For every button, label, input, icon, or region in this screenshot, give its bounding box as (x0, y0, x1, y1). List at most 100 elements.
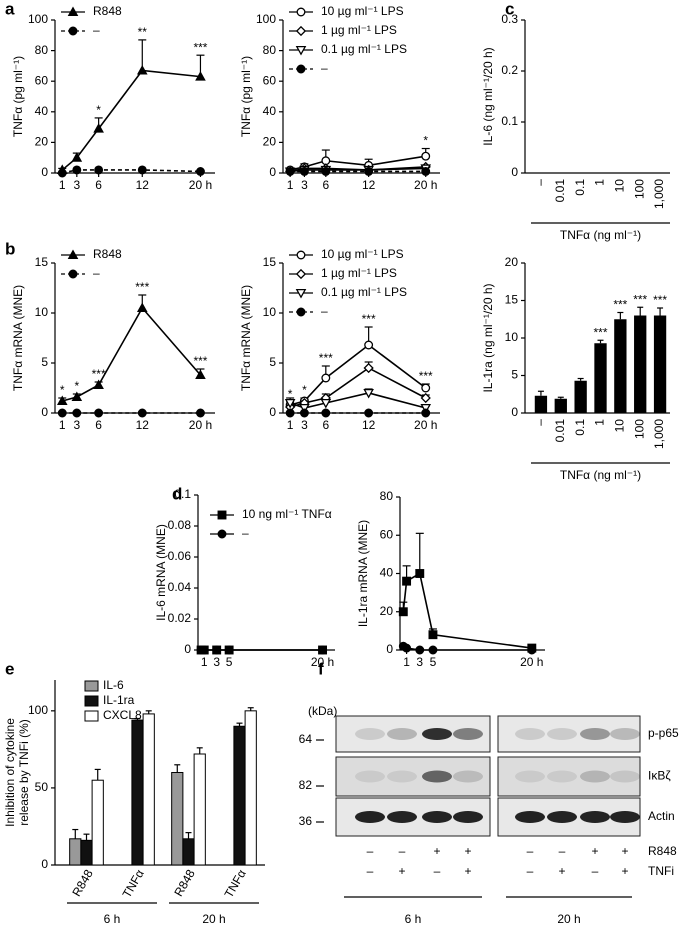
y-tick-label: 0.04 (168, 580, 192, 594)
legend-label: 1 µg ml⁻¹ LPS (321, 23, 397, 37)
blot-band (547, 770, 577, 783)
legend-label: 10 µg ml⁻¹ LPS (321, 4, 404, 18)
x-tick-label: 100 (632, 419, 646, 439)
marker (420, 392, 431, 404)
significance: *** (193, 354, 207, 368)
y-tick-label: 100 (28, 12, 48, 26)
x-tick-label: 20 h (520, 655, 543, 669)
x-tick-label: 20 h (414, 418, 437, 432)
y-axis-label: TNFα (pg ml⁻¹) (11, 56, 25, 137)
condition-sign: – (527, 864, 534, 878)
kda-label: 36 (299, 814, 313, 828)
y-tick-label: 60 (263, 73, 277, 87)
group-label: 6 h (104, 912, 121, 926)
bar (182, 838, 195, 866)
y-tick-label: 20 (380, 604, 394, 618)
y-tick-label: 0.1 (174, 487, 191, 501)
x-tick-label: 0.01 (553, 419, 567, 443)
blot-band (453, 811, 483, 823)
significance: * (288, 387, 293, 401)
y-axis-label: release by TNFi (%) (17, 719, 31, 825)
bar (244, 710, 257, 866)
marker (57, 408, 67, 418)
marker (137, 165, 147, 175)
y-tick-label: 0 (269, 405, 276, 419)
x-tick-label: 6 (95, 418, 102, 432)
x-tick-label: TNFα (120, 867, 147, 900)
bar (574, 380, 587, 413)
y-tick-label: 0 (41, 165, 48, 179)
kda-label: 82 (299, 778, 313, 792)
marker (363, 388, 374, 399)
bar (614, 319, 627, 413)
condition-sign: + (464, 864, 471, 878)
x-tick-label: 1,000 (652, 419, 666, 449)
y-tick-label: 0 (269, 165, 276, 179)
x-tick-label: R848 (171, 867, 198, 899)
y-axis-label: IL-1ra (ng ml⁻¹/20 h) (481, 283, 495, 392)
marker (420, 403, 432, 414)
y-axis-label: TNFα mRNA (MNE) (239, 285, 253, 391)
y-tick-label: 15 (505, 293, 519, 307)
y-tick-label: 10 (505, 330, 519, 344)
significance: *** (633, 292, 647, 306)
marker (136, 64, 148, 75)
marker (196, 408, 205, 418)
blot-membrane (335, 756, 491, 797)
significance: *** (135, 280, 149, 294)
marker (72, 165, 82, 175)
y-axis-label: IL-6 (ng ml⁻¹/20 h) (481, 47, 495, 145)
y-tick-label: 40 (263, 104, 277, 118)
series-line (289, 367, 427, 408)
panel-letter: a (5, 0, 15, 18)
y-tick-label: 20 (35, 135, 49, 149)
legend-swatch (84, 695, 99, 707)
condition-sign: + (621, 844, 628, 858)
blot-band (610, 770, 640, 783)
y-tick-label: 0 (41, 405, 48, 419)
legend-marker (295, 288, 307, 299)
legend-swatch (84, 710, 99, 722)
condition-sign: + (558, 864, 565, 878)
marker (94, 408, 104, 418)
blot-band (610, 728, 640, 740)
x-tick-label: 3 (73, 178, 80, 192)
y-axis-label: TNFα (pg ml⁻¹) (239, 56, 253, 137)
y-tick-label: 80 (35, 43, 49, 57)
legend-marker (296, 7, 306, 17)
legend-label: 0.1 µg ml⁻¹ LPS (321, 42, 407, 56)
legend-marker (217, 510, 227, 520)
x-tick-label: 1,000 (652, 179, 666, 209)
significance: * (74, 379, 79, 393)
x-tick-label: 6 (322, 178, 329, 192)
y-tick-label: 0.02 (168, 611, 192, 625)
y-axis-label: TNFα mRNA (MNE) (11, 285, 25, 391)
y-tick-label: 0 (511, 165, 518, 179)
marker (321, 408, 331, 418)
x-tick-label: 3 (301, 418, 308, 432)
significance: *** (653, 293, 667, 307)
condition-sign: – (592, 864, 599, 878)
marker (421, 167, 431, 176)
marker (421, 151, 431, 161)
bar (594, 343, 607, 413)
legend-label: 10 ng ml⁻¹ TNFα (242, 507, 332, 521)
x-tick-label: 1 (59, 418, 66, 432)
legend-label: – (242, 526, 249, 540)
group-label: 20 h (557, 912, 580, 926)
blot-band (515, 728, 545, 740)
bar (80, 839, 93, 866)
blot-band (580, 728, 610, 740)
x-tick-label: 5 (430, 655, 437, 669)
significance: *** (92, 367, 106, 381)
y-tick-label: 0 (386, 642, 393, 656)
legend-label: R848 (93, 4, 122, 18)
y-tick-label: 5 (511, 368, 518, 382)
marker (299, 167, 309, 176)
marker (428, 630, 438, 640)
x-tick-label: 0.1 (573, 179, 587, 196)
y-tick-label: 15 (35, 255, 49, 269)
x-tick-label: 3 (301, 178, 308, 192)
x-tick-label: 20 h (414, 178, 437, 192)
marker (71, 391, 83, 402)
